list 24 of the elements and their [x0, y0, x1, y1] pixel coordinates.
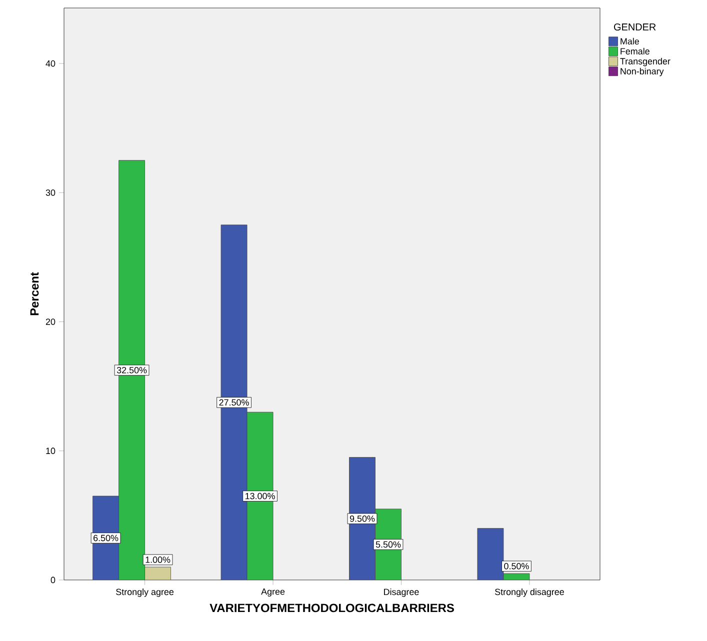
x-tick-label: Strongly agree	[116, 588, 174, 597]
y-tick-label: 40	[46, 60, 56, 67]
x-tick-label: Disagree	[384, 588, 419, 597]
data-label: 1.00%	[146, 556, 170, 563]
data-label: 6.50%	[94, 534, 118, 542]
y-tick-label: 10	[46, 448, 56, 454]
y-tick-label: 20	[46, 318, 56, 325]
legend-label: Female	[620, 48, 650, 54]
legend-title: GENDER	[614, 23, 656, 31]
y-axis-title: Percent	[30, 272, 39, 316]
data-label: 32.50%	[116, 366, 147, 374]
x-tick-label: Agree	[261, 588, 285, 597]
legend-label: Transgender	[620, 58, 670, 66]
data-label: 9.50%	[350, 515, 375, 522]
legend-label: Male	[620, 38, 639, 44]
data-label: 27.50%	[219, 399, 249, 406]
data-label: 5.50%	[376, 541, 401, 548]
x-axis-title: VARIETYOFMETHODOLOGICALBARRIERS	[210, 604, 454, 612]
legend-label: Non-binary	[620, 68, 664, 76]
y-tick-label: 0	[50, 576, 56, 584]
data-label: 13.00%	[246, 492, 275, 500]
y-tick-label: 30	[46, 189, 56, 196]
data-label: 0.50%	[504, 562, 529, 570]
x-tick-label: Strongly disagree	[495, 588, 564, 597]
